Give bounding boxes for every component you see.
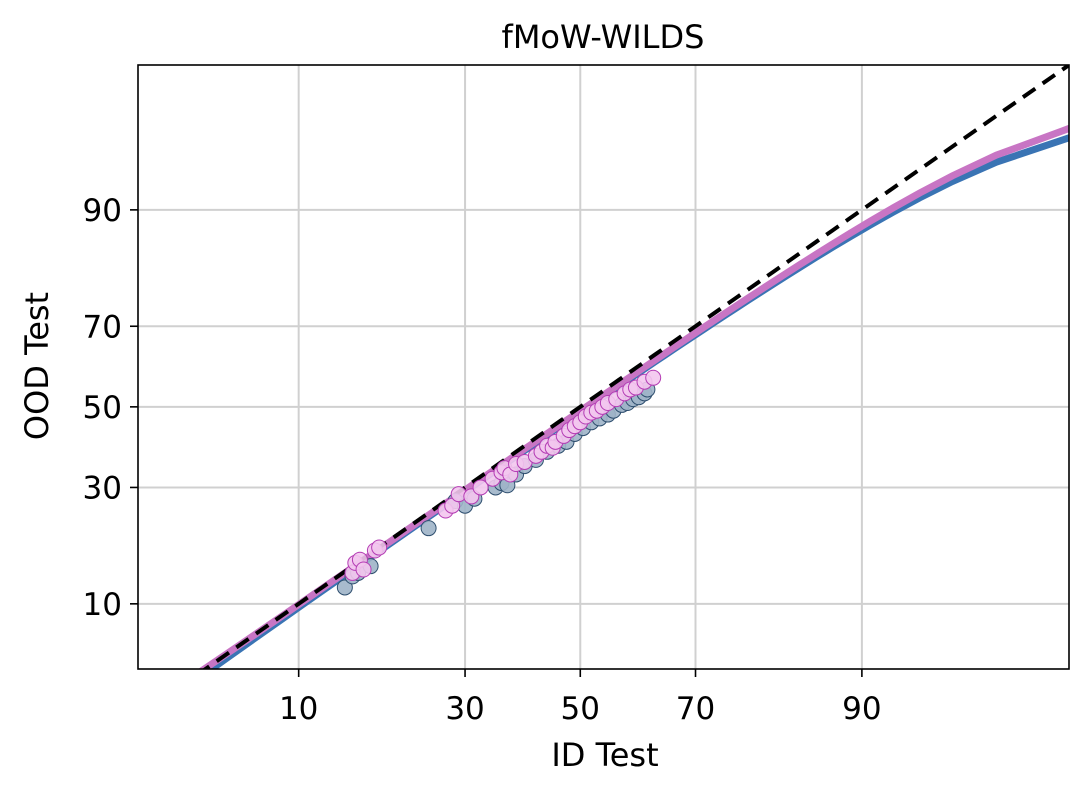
y-tick-label: 90 — [83, 193, 122, 229]
data-point-series-b — [472, 479, 489, 496]
plot-frame — [137, 64, 1070, 670]
x-tick-label: 50 — [561, 691, 600, 727]
plot-area — [198, 65, 1069, 669]
data-point-series-a — [420, 520, 437, 537]
x-tick-label: 10 — [279, 691, 318, 727]
data-point-series-b — [355, 561, 372, 578]
grid — [138, 65, 1069, 669]
y-tick-label: 10 — [83, 587, 122, 623]
chart-title: fMoW-WILDS — [502, 18, 705, 56]
y-tick-label: 30 — [83, 470, 122, 506]
y-tick-label: 70 — [83, 309, 122, 345]
data-point-series-a — [336, 579, 353, 596]
axis-ticks: 10 30 50 70 90 10 30 50 70 90 — [83, 193, 882, 727]
y-tick-label: 50 — [83, 390, 122, 426]
y-axis-label: OOD Test — [18, 292, 56, 440]
x-axis-label: ID Test — [551, 736, 658, 774]
data-point-series-b — [371, 539, 388, 556]
x-tick-label: 70 — [676, 691, 715, 727]
data-point-series-b — [645, 369, 662, 386]
x-tick-label: 90 — [842, 691, 881, 727]
x-tick-label: 30 — [445, 691, 484, 727]
